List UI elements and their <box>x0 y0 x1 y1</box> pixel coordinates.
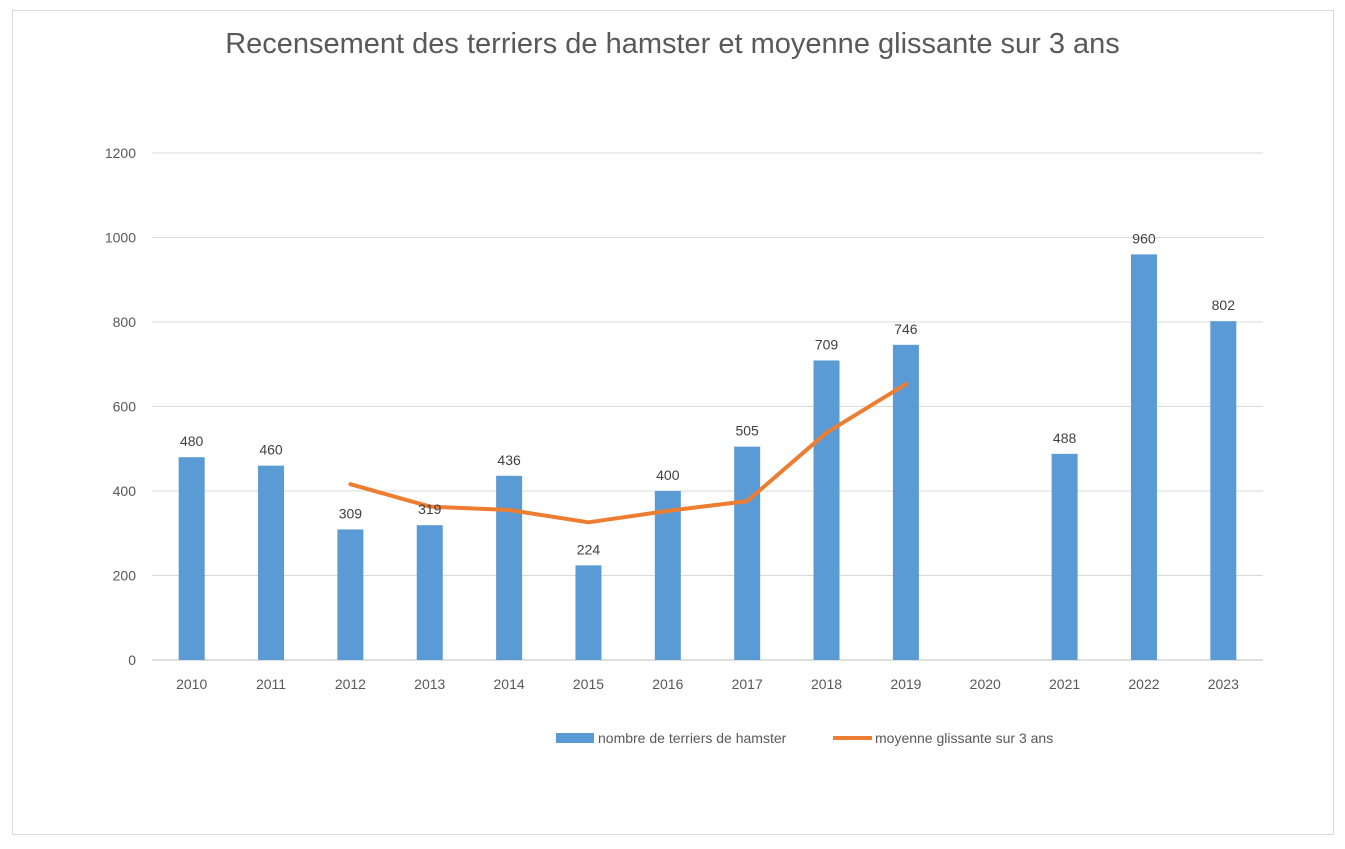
gridlines <box>152 152 1263 661</box>
bar <box>416 525 443 660</box>
x-tick-label: 2015 <box>573 676 604 692</box>
x-tick-label: 2013 <box>414 676 445 692</box>
bar-data-label: 224 <box>577 541 601 557</box>
y-tick-label: 0 <box>128 652 136 668</box>
x-tick-label: 2019 <box>890 676 921 692</box>
bar <box>1210 321 1237 660</box>
legend-label-bars: nombre de terriers de hamster <box>598 730 787 746</box>
legend: nombre de terriers de hamster moyenne gl… <box>556 730 1053 746</box>
chart-title: Recensement des terriers de hamster et m… <box>225 28 1120 60</box>
bar-data-label: 480 <box>180 433 204 449</box>
y-tick-label: 400 <box>113 483 137 499</box>
x-tick-label: 2020 <box>970 676 1001 692</box>
bar <box>496 475 523 660</box>
y-tick-label: 200 <box>113 568 137 584</box>
bar <box>734 446 761 660</box>
bar <box>575 565 602 660</box>
bar-data-label: 505 <box>735 423 759 439</box>
bar-series <box>178 254 1237 660</box>
x-tick-label: 2022 <box>1128 676 1159 692</box>
bar-data-label: 709 <box>815 336 839 352</box>
bar-data-label: 746 <box>894 321 918 337</box>
bar-data-label: 436 <box>497 452 521 468</box>
bar-data-label: 488 <box>1053 430 1077 446</box>
bar <box>337 529 364 660</box>
bar <box>654 491 681 660</box>
bar-data-label: 802 <box>1212 297 1236 313</box>
legend-label-line: moyenne glissante sur 3 ans <box>875 730 1053 746</box>
bar <box>892 344 919 660</box>
y-tick-label: 800 <box>113 314 137 330</box>
y-tick-label: 600 <box>113 399 137 415</box>
bar-data-label: 400 <box>656 467 680 483</box>
legend-swatch-bars <box>556 733 594 743</box>
x-tick-label: 2021 <box>1049 676 1080 692</box>
bar-data-label: 319 <box>418 501 442 517</box>
x-tick-label: 2011 <box>256 676 286 692</box>
y-tick-label: 1200 <box>105 145 136 161</box>
x-axis-ticks: 2010 2011 2012 2013 2014 2015 2016 2017 2018 2019… <box>176 676 1239 692</box>
y-tick-label: 1000 <box>105 230 136 246</box>
bar <box>178 457 205 660</box>
x-tick-label: 2017 <box>732 676 763 692</box>
bar <box>1130 254 1157 660</box>
x-tick-label: 2010 <box>176 676 207 692</box>
bar-data-label: 460 <box>259 442 283 458</box>
bar-data-label: 309 <box>339 505 363 521</box>
bar <box>813 360 840 660</box>
bar <box>258 465 285 660</box>
y-axis-ticks: 0 200 400 600 800 1000 1200 <box>105 145 136 668</box>
x-tick-label: 2018 <box>811 676 842 692</box>
data-labels: 480 460 309 319 436 224 400 505 709 746 488 960 802 <box>180 230 1235 557</box>
x-tick-label: 2016 <box>652 676 683 692</box>
chart-frame <box>12 10 1334 835</box>
x-tick-label: 2014 <box>494 676 525 692</box>
x-tick-label: 2023 <box>1208 676 1239 692</box>
line-series <box>348 382 908 525</box>
bar <box>1051 453 1078 660</box>
x-tick-label: 2012 <box>335 676 366 692</box>
bar-data-label: 960 <box>1132 230 1156 246</box>
moving-average-line <box>348 382 908 525</box>
